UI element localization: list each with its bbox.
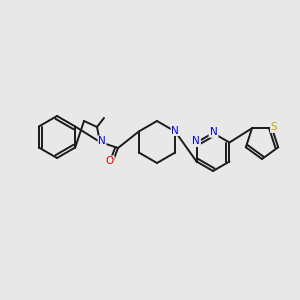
Text: N: N [171,125,179,136]
Text: N: N [209,127,217,137]
Text: N: N [171,125,179,136]
Text: S: S [271,122,277,132]
Text: O: O [106,156,114,166]
Text: S: S [271,122,277,132]
Text: N: N [193,136,200,146]
Text: N: N [210,127,218,137]
Text: N: N [98,136,106,146]
Text: N: N [192,136,200,146]
